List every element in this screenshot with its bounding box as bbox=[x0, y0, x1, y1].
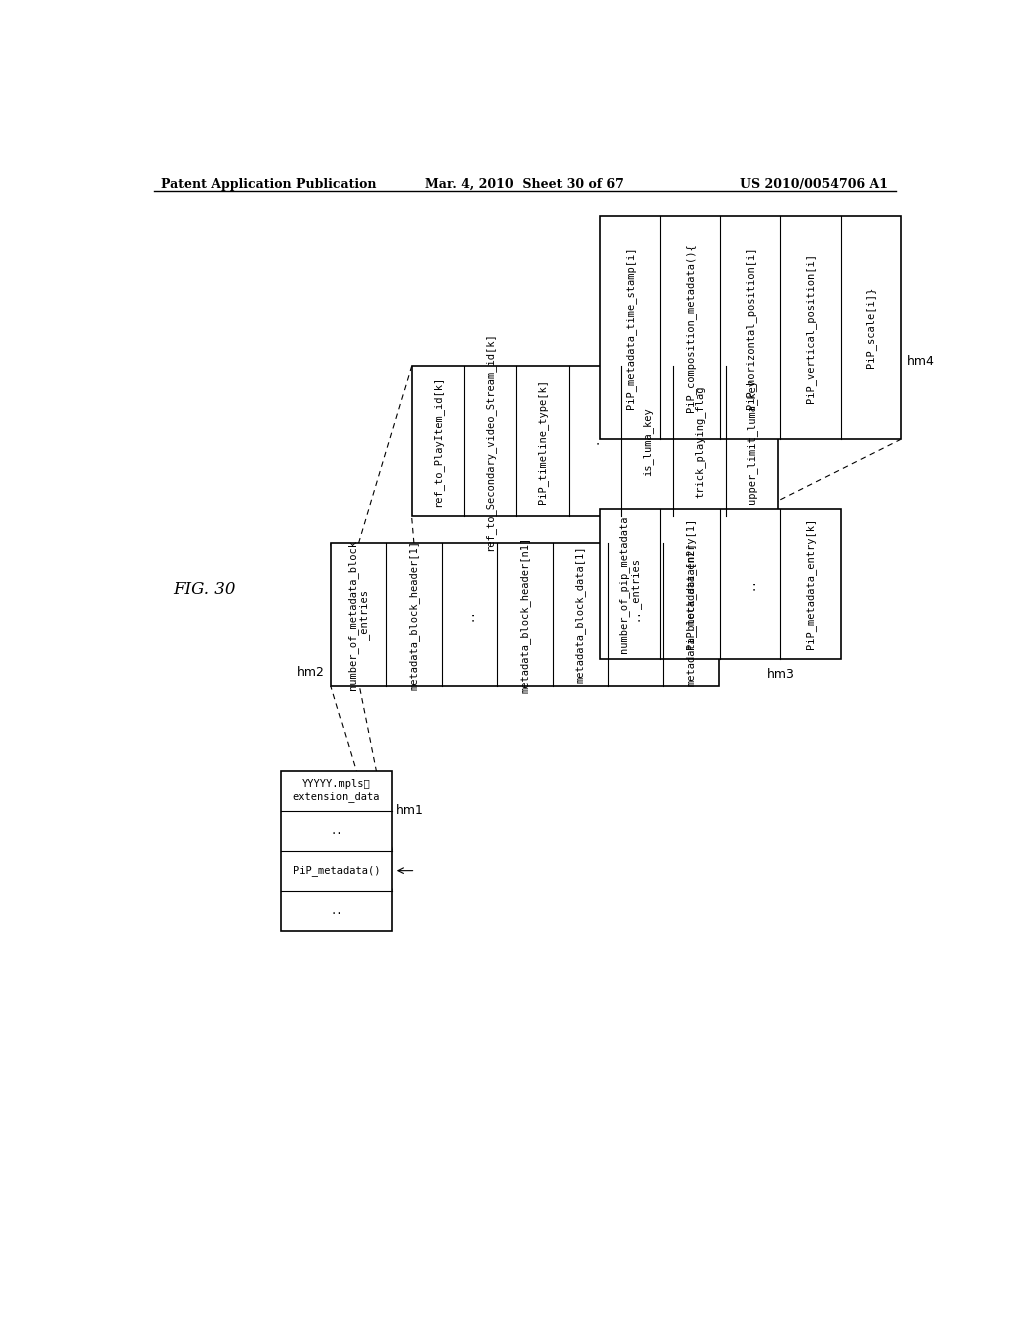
Text: Mar. 4, 2010  Sheet 30 of 67: Mar. 4, 2010 Sheet 30 of 67 bbox=[425, 178, 625, 190]
Text: PiP_horizontal_position[i]: PiP_horizontal_position[i] bbox=[744, 247, 756, 409]
Text: PiP_timeline_type[k]: PiP_timeline_type[k] bbox=[537, 379, 548, 504]
Text: ..: .. bbox=[464, 609, 474, 620]
Text: PiP_metadata_entry[k]: PiP_metadata_entry[k] bbox=[805, 519, 816, 649]
Text: PiP_metadata_time_stamp[i]: PiP_metadata_time_stamp[i] bbox=[625, 247, 636, 409]
Text: YYYYY.mplsの
extension_data: YYYYY.mplsの extension_data bbox=[293, 779, 380, 801]
Text: Patent Application Publication: Patent Application Publication bbox=[162, 178, 377, 190]
Text: ref_to_Secondary_video_Stream_id[k]: ref_to_Secondary_video_Stream_id[k] bbox=[484, 333, 496, 550]
Text: ..: .. bbox=[331, 825, 343, 836]
Text: PiP_scale[i]}: PiP_scale[i]} bbox=[865, 288, 876, 368]
Text: ..: .. bbox=[331, 906, 343, 916]
Bar bbox=[281, 771, 392, 931]
Text: PiP_composition_metadata(){: PiP_composition_metadata(){ bbox=[685, 243, 695, 412]
Text: is_luma_key: is_luma_key bbox=[642, 407, 652, 475]
Text: hm4: hm4 bbox=[906, 355, 935, 368]
Text: metadata_block_header[n1]: metadata_block_header[n1] bbox=[519, 536, 530, 693]
Text: FIG. 30: FIG. 30 bbox=[173, 581, 236, 598]
Text: PiP_vertical_position[i]: PiP_vertical_position[i] bbox=[805, 253, 816, 403]
Text: number_of_pip_metadata
_entries: number_of_pip_metadata _entries bbox=[618, 515, 642, 652]
Text: metadata_block_header[1]: metadata_block_header[1] bbox=[409, 540, 420, 689]
Text: ..: .. bbox=[631, 609, 641, 620]
Text: hm1: hm1 bbox=[396, 804, 424, 817]
Text: ref_to_PlayItem_id[k]: ref_to_PlayItem_id[k] bbox=[432, 376, 443, 507]
Bar bbox=[600, 508, 841, 659]
Bar bbox=[600, 216, 900, 440]
Text: upper_limit_luma_key: upper_limit_luma_key bbox=[746, 379, 758, 504]
Text: metadata_block_data[1]: metadata_block_data[1] bbox=[574, 546, 586, 684]
Text: ..: .. bbox=[745, 578, 756, 590]
Text: US 2010/0054706 A1: US 2010/0054706 A1 bbox=[740, 178, 888, 190]
Text: trick_playing_flag: trick_playing_flag bbox=[694, 385, 706, 498]
Text: number_of_metadata_block
_entries: number_of_metadata_block _entries bbox=[347, 540, 371, 689]
Text: PiP_metadata_entry[1]: PiP_metadata_entry[1] bbox=[685, 519, 695, 649]
Text: hm2: hm2 bbox=[297, 665, 325, 678]
Bar bbox=[412, 367, 778, 516]
Bar bbox=[331, 544, 719, 686]
Text: .: . bbox=[590, 438, 600, 445]
Text: PiP_metadata(): PiP_metadata() bbox=[293, 865, 380, 876]
Text: metadata_block_data[n2]: metadata_block_data[n2] bbox=[686, 543, 696, 686]
Text: hm3: hm3 bbox=[767, 668, 795, 681]
